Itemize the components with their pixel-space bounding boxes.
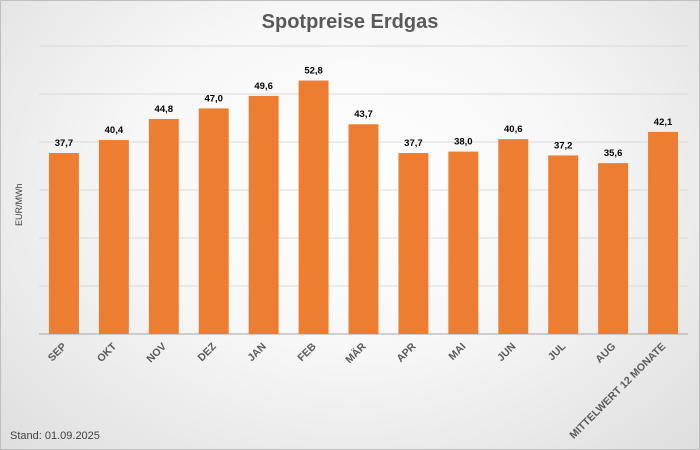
x-tick-label: MÄR (343, 340, 369, 366)
chart-title: Spotpreise Erdgas (261, 11, 439, 33)
data-label: 35,6 (604, 148, 623, 159)
data-label: 47,0 (204, 93, 223, 104)
x-tick-label: MITTELWERT 12 MONATE (567, 341, 668, 442)
x-tick-label: FEB (295, 340, 319, 364)
data-label: 52,8 (304, 66, 323, 77)
bar (398, 153, 429, 334)
data-label: 49,6 (254, 81, 273, 92)
x-tick-label: APR (394, 340, 418, 364)
data-label: 37,7 (404, 138, 423, 149)
bar (298, 80, 329, 334)
x-tick-label: MAI (446, 341, 468, 363)
bar (648, 131, 679, 334)
bar (348, 124, 379, 335)
x-tick-label: SEP (46, 341, 69, 364)
data-label: 42,1 (654, 117, 673, 128)
data-label: 37,7 (55, 138, 74, 149)
x-tick-label: JUN (495, 341, 518, 364)
footnote: Stand: 01.09.2025 (10, 430, 100, 442)
bar (198, 108, 229, 335)
x-tick-label: NOV (144, 341, 169, 366)
data-label: 44,8 (155, 104, 174, 115)
bar (498, 139, 529, 334)
data-label: 37,2 (554, 140, 573, 151)
x-tick-label: JAN (245, 341, 268, 364)
bar (148, 118, 179, 335)
x-tick-label: DEZ (196, 340, 220, 364)
x-tick-label: AUG (593, 341, 618, 366)
bar (548, 155, 579, 334)
bar (598, 163, 629, 334)
bar (448, 151, 479, 334)
x-tick-label: JUL (546, 340, 569, 363)
x-tick-label: OKT (95, 340, 120, 365)
bar (248, 95, 279, 334)
data-label: 43,7 (354, 109, 373, 120)
bar (98, 140, 129, 334)
data-label: 40,4 (105, 125, 124, 136)
data-label: 38,0 (454, 137, 473, 148)
bar (48, 153, 79, 334)
data-label: 40,6 (504, 124, 523, 135)
